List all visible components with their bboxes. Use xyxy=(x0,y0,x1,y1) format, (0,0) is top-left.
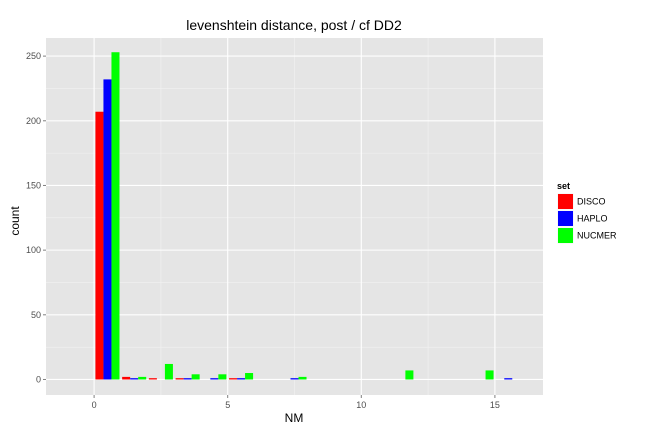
bar-nucmer xyxy=(191,374,200,380)
bar-nucmer xyxy=(245,373,254,380)
legend-label: DISCO xyxy=(577,197,606,207)
bar-disco xyxy=(95,111,104,380)
y-axis-title: count xyxy=(8,206,22,236)
bar-nucmer xyxy=(164,363,173,380)
bar-nucmer xyxy=(485,370,494,380)
bar-haplo xyxy=(130,378,139,380)
x-tick-label: 10 xyxy=(356,400,366,410)
y-tick-label: 200 xyxy=(26,116,41,126)
legend-title: set xyxy=(557,181,570,191)
minor-gridlines xyxy=(46,38,543,395)
x-axis: 0 5 10 15 xyxy=(92,395,500,410)
x-tick-label: 5 xyxy=(225,400,230,410)
bar-nucmer xyxy=(405,370,414,380)
bar-haplo xyxy=(504,378,513,380)
legend-swatch xyxy=(558,228,573,243)
bar-haplo xyxy=(103,79,112,380)
bar-nucmer xyxy=(111,52,120,380)
y-tick-label: 0 xyxy=(36,374,41,384)
y-tick-label: 100 xyxy=(26,245,41,255)
y-axis: 0 50 100 150 200 250 xyxy=(26,51,46,384)
legend-label: HAPLO xyxy=(577,214,608,224)
bar-haplo xyxy=(183,378,192,380)
bars xyxy=(95,52,513,380)
legend-swatch xyxy=(558,211,573,226)
chart-title: levenshtein distance, post / cf DD2 xyxy=(186,17,402,33)
legend-label: NUCMER xyxy=(577,231,617,241)
y-tick-label: 50 xyxy=(31,310,41,320)
major-gridlines xyxy=(46,38,543,395)
bar-disco xyxy=(122,376,131,380)
bar-haplo xyxy=(237,378,246,380)
y-tick-label: 150 xyxy=(26,180,41,190)
bar-disco xyxy=(229,378,238,380)
bar-nucmer xyxy=(138,376,147,380)
legend-swatch xyxy=(558,194,573,209)
bar-nucmer xyxy=(298,376,307,380)
bar-nucmer xyxy=(218,374,227,380)
y-tick-label: 250 xyxy=(26,51,41,61)
x-tick-label: 0 xyxy=(92,400,97,410)
bar-haplo xyxy=(290,378,299,380)
bar-disco xyxy=(175,378,184,380)
x-tick-label: 15 xyxy=(490,400,500,410)
legend: set DISCO HAPLO NUCMER xyxy=(556,181,617,245)
bar-disco xyxy=(148,378,157,380)
x-axis-title: NM xyxy=(285,411,304,425)
bar-haplo xyxy=(210,378,219,380)
